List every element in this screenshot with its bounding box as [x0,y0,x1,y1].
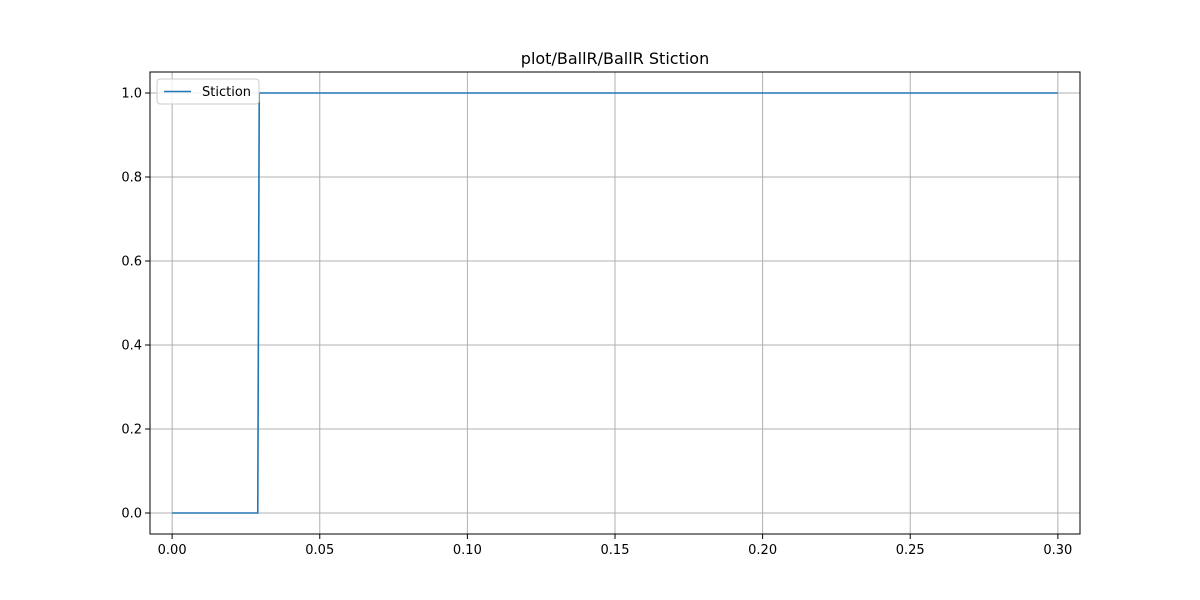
legend: Stiction [156,78,260,105]
chart-title: plot/BallR/BallR Stiction [521,49,709,68]
y-tick-label: 0.0 [121,507,142,522]
y-tick-label: 0.4 [121,339,142,354]
grid [150,72,1080,534]
x-tick-label: 0.30 [1043,543,1072,558]
series-layer [172,92,1058,514]
y-tick-label: 0.6 [121,255,142,270]
series-line-stiction [172,92,1058,514]
legend-box [156,78,260,105]
x-tick-label: 0.20 [748,543,777,558]
y-tick-label: 0.8 [121,171,142,186]
x-tick-label: 0.05 [305,543,334,558]
y-tick-label: 0.2 [121,423,142,438]
x-tick-label: 0.15 [601,543,630,558]
y-tick-label: 1.0 [121,87,142,102]
x-tick-label: 0.25 [896,543,925,558]
axes: 0.00 0.05 0.10 0.15 0.20 0.25 0.30 0.0 0.2 0.4 0.6… [121,87,1072,559]
x-tick-label: 0.10 [453,543,482,558]
x-tick-label: 0.00 [158,543,187,558]
legend-label: Stiction [202,85,251,100]
